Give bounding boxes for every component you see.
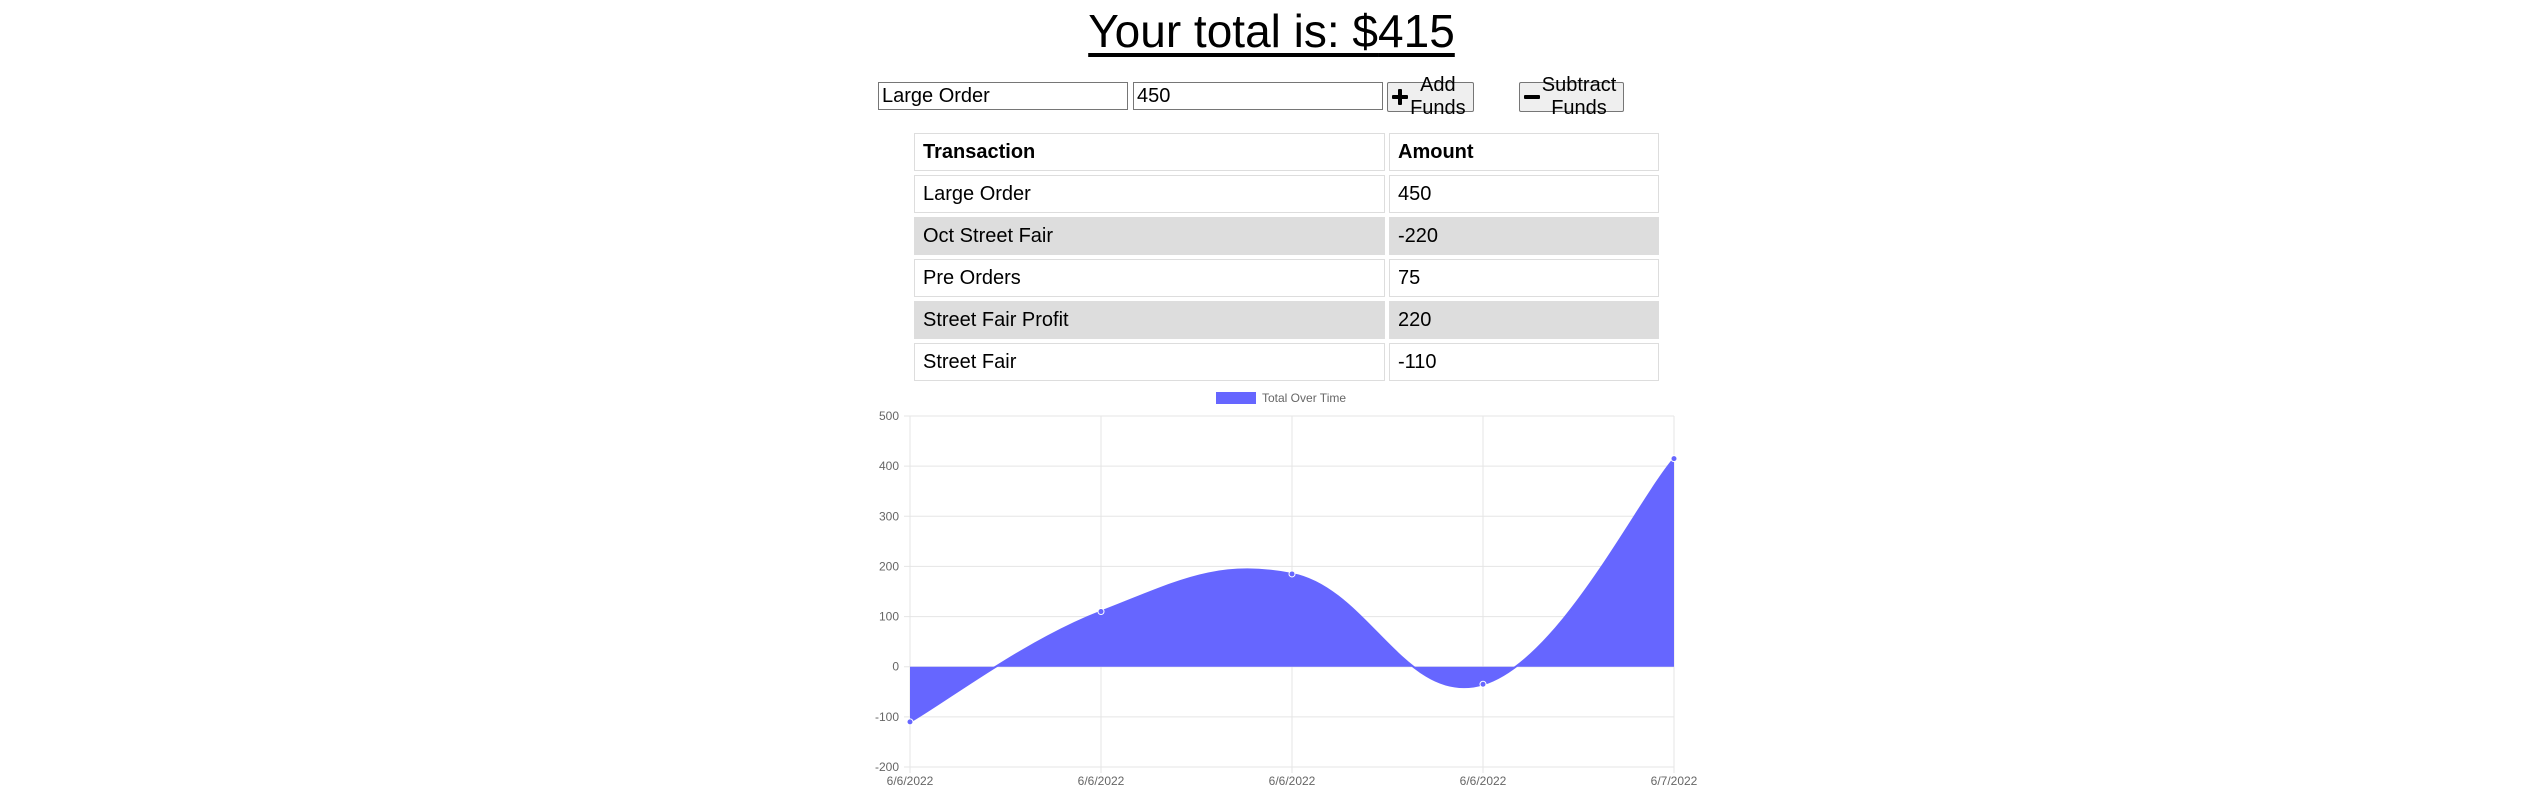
y-tick-label: 300 xyxy=(879,509,899,523)
x-tick-label: 6/6/2022 xyxy=(1078,774,1125,788)
transactions-table: Transaction Amount Large Order 450 Oct St… xyxy=(910,129,1663,385)
table-row: Large Order 450 xyxy=(914,175,1659,213)
row-name: Street Fair xyxy=(914,343,1385,381)
y-tick-label: 200 xyxy=(879,559,899,573)
y-tick-label: -200 xyxy=(875,760,899,774)
header-transaction: Transaction xyxy=(914,133,1385,171)
add-funds-label: Add Funds xyxy=(1410,74,1466,119)
x-tick-label: 6/6/2022 xyxy=(887,774,934,788)
legend-label: Total Over Time xyxy=(1262,391,1346,405)
row-name: Pre Orders xyxy=(914,259,1385,297)
header-amount: Amount xyxy=(1389,133,1659,171)
y-tick-label: -100 xyxy=(875,710,899,724)
row-amount: -110 xyxy=(1389,343,1659,381)
data-point xyxy=(906,718,914,726)
row-amount: 450 xyxy=(1389,175,1659,213)
y-tick-label: 500 xyxy=(879,409,899,423)
y-tick-label: 0 xyxy=(892,660,899,674)
row-name: Oct Street Fair xyxy=(914,217,1385,255)
subtract-funds-label: Subtract Funds xyxy=(1541,74,1617,119)
series-area xyxy=(910,458,1674,722)
data-point xyxy=(1288,570,1296,578)
y-tick-label: 400 xyxy=(879,459,899,473)
chart-points xyxy=(906,455,1678,726)
transaction-amount-input[interactable] xyxy=(1133,82,1383,110)
x-tick-label: 6/6/2022 xyxy=(1269,774,1316,788)
row-amount: 75 xyxy=(1389,259,1659,297)
y-tick-label: 100 xyxy=(879,610,899,624)
plus-icon xyxy=(1392,89,1409,105)
chart-y-ticks: -200 -100 0 100 200 300 400 500 xyxy=(875,409,899,774)
x-tick-label: 6/7/2022 xyxy=(1651,774,1698,788)
total-value: 415 xyxy=(1378,5,1455,57)
series-line xyxy=(909,457,1675,723)
chart-x-ticks: 6/6/2022 6/6/2022 6/6/2022 6/6/2022 6/7/2022 xyxy=(887,774,1698,788)
add-funds-button[interactable]: Add Funds xyxy=(1387,74,1474,119)
minus-icon xyxy=(1524,89,1540,105)
table-row: Pre Orders 75 xyxy=(914,259,1659,297)
row-name: Street Fair Profit xyxy=(914,301,1385,339)
subtract-funds-button[interactable]: Subtract Funds xyxy=(1519,74,1625,119)
chart-legend: Total Over Time xyxy=(1216,391,1346,405)
table-header-row: Transaction Amount xyxy=(914,133,1659,171)
table-row: Oct Street Fair -220 xyxy=(914,217,1659,255)
table-row: Street Fair -110 xyxy=(914,343,1659,381)
total-heading: Your total is: $415 xyxy=(0,4,2543,58)
transaction-name-input[interactable] xyxy=(878,82,1128,110)
row-name: Large Order xyxy=(914,175,1385,213)
chart-area xyxy=(909,457,1675,723)
total-prefix: Your total is: $ xyxy=(1088,5,1379,57)
data-point xyxy=(1479,680,1487,688)
legend-swatch xyxy=(1216,392,1256,404)
x-tick-label: 6/6/2022 xyxy=(1460,774,1507,788)
data-point xyxy=(1670,455,1678,463)
table-row: Street Fair Profit 220 xyxy=(914,301,1659,339)
row-amount: 220 xyxy=(1389,301,1659,339)
data-point xyxy=(1097,608,1105,616)
row-amount: -220 xyxy=(1389,217,1659,255)
